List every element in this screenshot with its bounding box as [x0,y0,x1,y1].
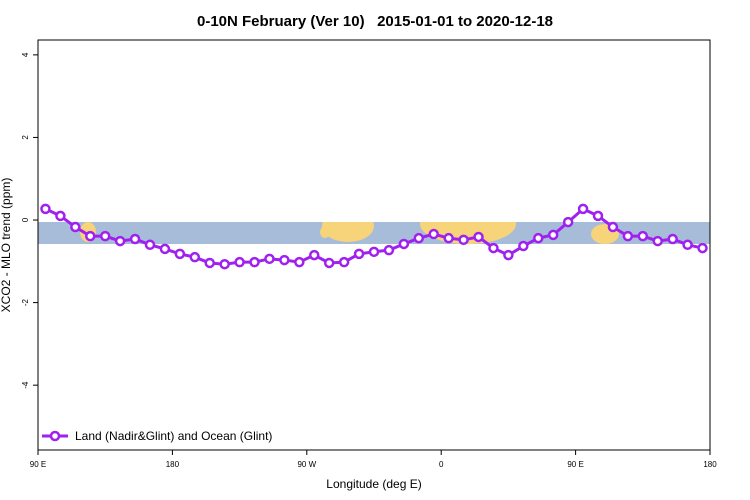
y-tick-label: 0 [21,217,30,222]
y-axis-label: XCO2 - MLO trend (ppm) [0,178,13,313]
point [70,221,81,233]
point [40,203,51,215]
point [667,233,678,245]
point [533,232,544,244]
x-tick-label: 180 [703,460,717,469]
land [322,222,374,242]
y-tick-label: -4 [21,381,30,389]
y-tick-label: 4 [21,52,30,57]
point [219,258,230,270]
point [637,230,649,242]
point [428,228,439,240]
point [234,256,245,268]
point [114,235,126,247]
point [652,235,663,247]
point [368,246,380,258]
point [562,216,574,228]
point [338,256,350,268]
point [294,256,305,268]
point [682,239,693,251]
point [697,242,708,254]
x-tick-label: 90 E [567,460,583,469]
plot-frame [37,39,711,451]
x-tick-label: 90 E [30,460,46,469]
point [189,251,201,263]
y-tick-label: -2 [21,298,30,306]
x-axis-label: Longitude (deg E) [326,477,421,491]
point [458,234,469,246]
x-tick-label: 180 [166,460,180,469]
point [607,221,619,233]
point [577,203,589,215]
point [443,232,454,244]
point [622,230,634,242]
point [547,229,559,241]
point [55,210,66,222]
legend-marker [49,430,61,442]
point [144,239,156,251]
chart-title: 0-10N February (Ver 10) 2015-01-01 to 20… [197,13,553,30]
point [353,248,365,260]
legend-label: Land (Nadir&Glint) and Ocean (Glint) [75,429,272,443]
x-tick-label: 90 W [297,460,316,469]
point [398,238,410,250]
point [503,249,514,261]
point [204,257,215,269]
point [383,244,395,256]
point [488,242,499,254]
point [323,257,335,269]
point [129,233,141,245]
point [249,256,260,268]
point [264,253,275,265]
point [413,232,425,244]
point [159,243,171,255]
x-tick-label: 0 [439,460,444,469]
land [320,226,330,238]
point [174,248,186,260]
point [592,210,604,222]
point [473,231,484,243]
point [99,230,111,242]
point [518,240,529,252]
point [85,230,96,242]
point [279,254,290,266]
point [309,249,320,261]
y-tick-label: 2 [21,135,30,140]
